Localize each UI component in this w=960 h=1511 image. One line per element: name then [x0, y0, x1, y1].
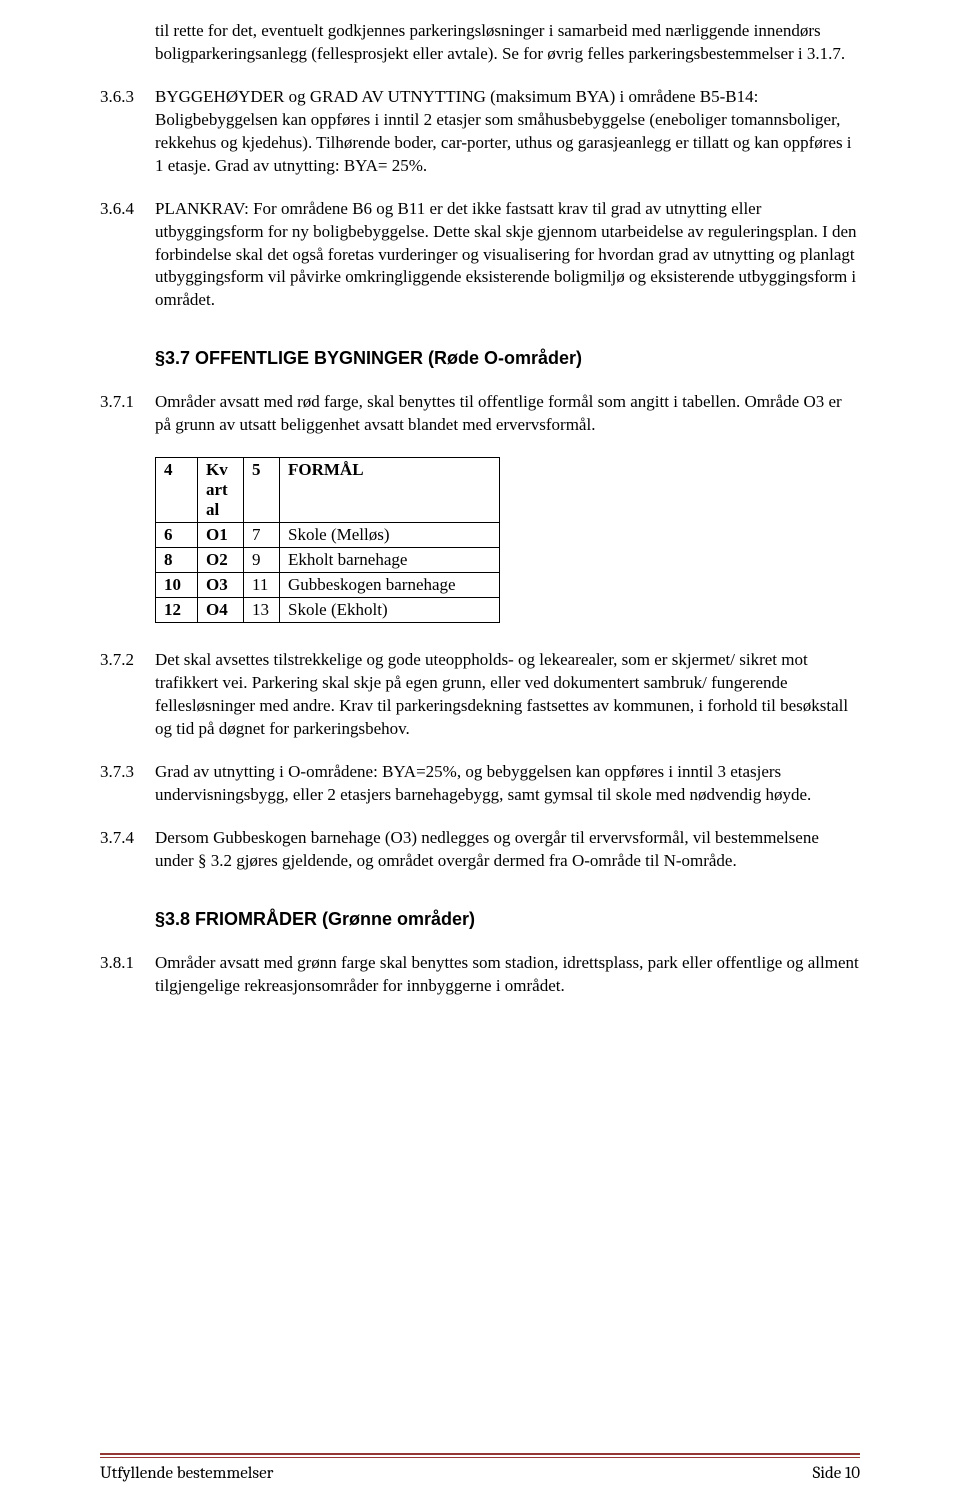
table-header-row: 4 Kv art al 5 FORMÅL	[156, 458, 500, 523]
table-cell: 5	[244, 458, 280, 523]
paragraph-363: 3.6.3 BYGGEHØYDER og GRAD AV UTNYTTING (…	[100, 86, 860, 178]
paragraph-number: 3.7.1	[100, 391, 155, 437]
paragraph-text: Dersom Gubbeskogen barnehage (O3) nedleg…	[155, 827, 860, 873]
table-cell: 9	[244, 548, 280, 573]
table-cell: Skole (Ekholt)	[280, 598, 500, 623]
table-cell: O2	[198, 548, 244, 573]
table-cell: FORMÅL	[280, 458, 500, 523]
text: art	[206, 480, 228, 499]
table-cell: 10	[156, 573, 198, 598]
table-cell: 7	[244, 523, 280, 548]
paragraph-text: BYGGEHØYDER og GRAD AV UTNYTTING (maksim…	[155, 86, 860, 178]
table-cell: 8	[156, 548, 198, 573]
paragraph-text: Grad av utnytting i O-områdene: BYA=25%,…	[155, 761, 860, 807]
paragraph-373: 3.7.3 Grad av utnytting i O-områdene: BY…	[100, 761, 860, 807]
paragraph-374: 3.7.4 Dersom Gubbeskogen barnehage (O3) …	[100, 827, 860, 873]
table-cell: O3	[198, 573, 244, 598]
table-row: 8 O2 9 Ekholt barnehage	[156, 548, 500, 573]
table-cell: O1	[198, 523, 244, 548]
paragraph-text: til rette for det, eventuelt godkjennes …	[155, 20, 860, 66]
paragraph-number: 3.7.2	[100, 649, 155, 741]
paragraph-text: Områder avsatt med grønn farge skal beny…	[155, 952, 860, 998]
table-cell: Kv art al	[198, 458, 244, 523]
table-row: 10 O3 11 Gubbeskogen barnehage	[156, 573, 500, 598]
footer-left-text: Utfyllende bestemmelser	[100, 1464, 273, 1483]
paragraph-372: 3.7.2 Det skal avsettes tilstrekkelige o…	[100, 649, 860, 741]
table-cell: 13	[244, 598, 280, 623]
paragraph-text: Områder avsatt med rød farge, skal benyt…	[155, 391, 860, 437]
paragraph-text: PLANKRAV: For områdene B6 og B11 er det …	[155, 198, 860, 313]
section-heading-37: §3.7 OFFENTLIGE BYGNINGER (Røde O-område…	[155, 348, 860, 369]
table-cell: Gubbeskogen barnehage	[280, 573, 500, 598]
paragraph-381: 3.8.1 Områder avsatt med grønn farge ska…	[100, 952, 860, 998]
table-cell: 12	[156, 598, 198, 623]
table-row: 12 O4 13 Skole (Ekholt)	[156, 598, 500, 623]
formål-table: 4 Kv art al 5 FORMÅL 6 O1 7 Skole (Mellø…	[155, 457, 500, 623]
table-cell: O4	[198, 598, 244, 623]
footer-row: Utfyllende bestemmelser Side 10	[100, 1464, 860, 1483]
table-cell: Skole (Melløs)	[280, 523, 500, 548]
paragraph-number: 3.8.1	[100, 952, 155, 998]
paragraph-number: 3.6.3	[100, 86, 155, 178]
table-cell: Ekholt barnehage	[280, 548, 500, 573]
paragraph-371: 3.7.1 Områder avsatt med rød farge, skal…	[100, 391, 860, 437]
table-cell: 11	[244, 573, 280, 598]
table-row: 6 O1 7 Skole (Melløs)	[156, 523, 500, 548]
page-footer: Utfyllende bestemmelser Side 10	[100, 1453, 860, 1483]
table-cell: 6	[156, 523, 198, 548]
paragraph-continuation: til rette for det, eventuelt godkjennes …	[100, 20, 860, 66]
table-cell: 4	[156, 458, 198, 523]
text: Kv	[206, 460, 228, 479]
paragraph-number: 3.7.4	[100, 827, 155, 873]
paragraph-text: Det skal avsettes tilstrekkelige og gode…	[155, 649, 860, 741]
footer-rule	[100, 1453, 860, 1458]
paragraph-number: 3.7.3	[100, 761, 155, 807]
paragraph-number: 3.6.4	[100, 198, 155, 313]
paragraph-364: 3.6.4 PLANKRAV: For områdene B6 og B11 e…	[100, 198, 860, 313]
text: al	[206, 500, 219, 519]
section-heading-38: §3.8 FRIOMRÅDER (Grønne områder)	[155, 909, 860, 930]
footer-right-text: Side 10	[813, 1464, 860, 1483]
